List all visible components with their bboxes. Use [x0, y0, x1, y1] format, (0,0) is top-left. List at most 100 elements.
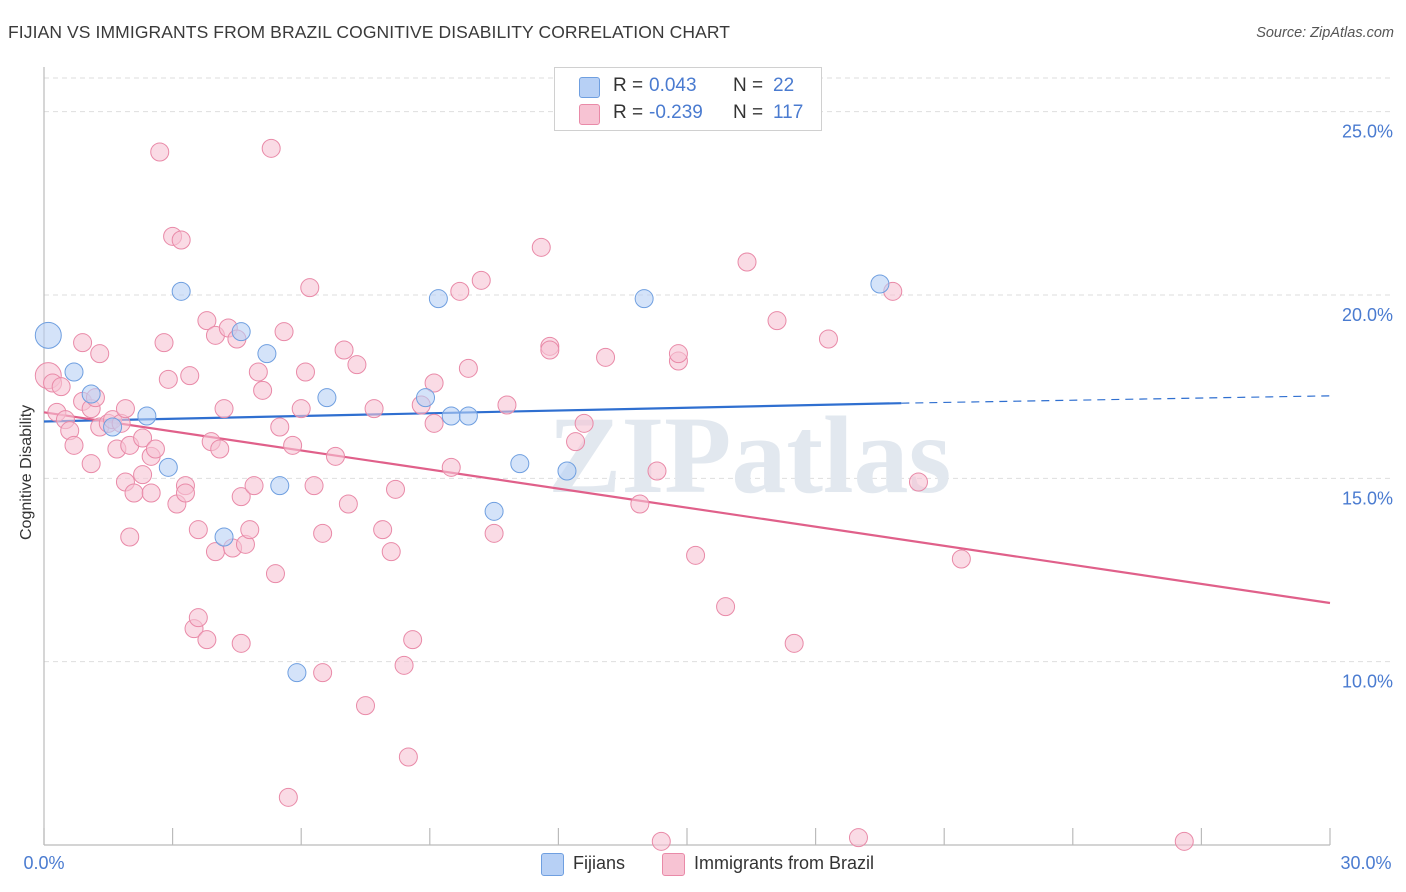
- fijians-point: [428, 289, 448, 309]
- source-label: Source: ZipAtlas.com: [1256, 25, 1394, 41]
- fijians-point: [634, 289, 654, 309]
- brazil-point: [188, 520, 208, 540]
- brazil-point: [951, 549, 971, 569]
- brazil-trend-line: [43, 411, 1331, 605]
- fijians-point: [416, 388, 436, 408]
- fijians-point: [137, 406, 157, 426]
- brazil-point: [197, 630, 217, 650]
- legend-r-value: -0.239: [649, 102, 703, 123]
- brazil-point: [767, 311, 787, 331]
- brazil-point: [325, 446, 345, 466]
- labels-layer: 10.0% 15.0% 20.0% 25.0% 0.0% 30.0%: [23, 122, 1393, 873]
- brazil-point: [784, 633, 804, 653]
- brazil-point: [278, 787, 298, 807]
- brazil-point: [484, 523, 504, 543]
- brazil-point: [497, 395, 517, 415]
- correlation-legend: R = 0.043 N = 22 R = -0.239 N = 117: [554, 67, 822, 131]
- fijians-point: [64, 362, 84, 382]
- brazil-point: [124, 483, 144, 503]
- brazil-point: [231, 633, 251, 653]
- fijians-trend-extension: [901, 395, 1331, 404]
- brazil-point: [381, 542, 401, 562]
- brazil-point: [398, 747, 418, 767]
- brazil-point: [64, 435, 84, 455]
- fijians-point: [103, 417, 123, 437]
- brazil-point: [253, 380, 273, 400]
- brazil-point: [244, 476, 264, 496]
- fijians-swatch-icon: [541, 853, 564, 876]
- brazil-point: [73, 333, 93, 353]
- fijians-swatch-icon: [579, 77, 600, 98]
- fijians-point: [317, 388, 337, 408]
- legend-r-label: R =: [613, 102, 644, 123]
- brazil-point: [295, 362, 315, 382]
- brazil-point: [347, 355, 367, 375]
- fijians-point: [270, 476, 290, 496]
- brazil-point: [394, 655, 414, 675]
- brazil-point: [158, 369, 178, 389]
- fijians-point: [484, 501, 504, 521]
- brazil-point: [716, 597, 736, 617]
- brazil-point: [231, 487, 251, 507]
- brazil-point: [51, 377, 71, 397]
- brazil-point: [154, 333, 174, 353]
- brazil-point: [90, 344, 110, 364]
- brazil-point: [300, 278, 320, 298]
- brazil-point: [364, 399, 384, 419]
- fijians-point: [441, 406, 461, 426]
- brazil-point: [261, 138, 281, 158]
- fijians-point: [257, 344, 277, 364]
- brazil-point: [471, 270, 491, 290]
- legend-n-label: N =: [733, 75, 764, 96]
- brazil-point: [283, 435, 303, 455]
- brazil-swatch-icon: [662, 853, 685, 876]
- brazil-point: [596, 347, 616, 367]
- brazil-point: [1174, 831, 1194, 851]
- brazil-point: [175, 483, 195, 503]
- chart-title: FIJIAN VS IMMIGRANTS FROM BRAZIL COGNITI…: [8, 22, 731, 42]
- brazil-point: [145, 439, 165, 459]
- brazil-point: [848, 828, 868, 848]
- brazil-point: [531, 237, 551, 257]
- brazil-point: [450, 281, 470, 301]
- brazil-point: [424, 413, 444, 433]
- brazil-point: [115, 399, 135, 419]
- y-tick-label: 15.0%: [1342, 488, 1393, 508]
- brazil-point: [210, 439, 230, 459]
- brazil-point: [334, 340, 354, 360]
- brazil-point: [818, 329, 838, 349]
- legend-label-brazil: Immigrants from Brazil: [694, 853, 875, 873]
- brazil-point: [574, 413, 594, 433]
- brazil-point: [248, 362, 268, 382]
- brazil-point: [120, 527, 140, 547]
- legend-n-label: N =: [733, 102, 764, 123]
- brazil-point: [651, 831, 671, 851]
- brazil-point: [240, 520, 260, 540]
- brazil-point: [458, 358, 478, 378]
- x-tick-label: 0.0%: [23, 853, 64, 873]
- brazil-point: [908, 472, 928, 492]
- brazil-point: [647, 461, 667, 481]
- brazil-point: [424, 373, 444, 393]
- legend-n-value: 22: [773, 75, 795, 96]
- fijians-point: [158, 457, 178, 477]
- brazil-point: [338, 494, 358, 514]
- brazil-point: [540, 340, 560, 360]
- brazil-point: [313, 663, 333, 683]
- brazil-point: [214, 399, 234, 419]
- grid-layer: [44, 77, 1392, 663]
- y-tick-label: 25.0%: [1342, 122, 1393, 142]
- fijians-point: [214, 527, 234, 547]
- brazil-point: [197, 311, 217, 331]
- brazil-point: [291, 399, 311, 419]
- brazil-point: [188, 608, 208, 628]
- brazil-point: [403, 630, 423, 650]
- brazil-point: [274, 322, 294, 342]
- brazil-point: [133, 465, 153, 485]
- watermark: ZIPatlas: [548, 394, 951, 516]
- brazil-point: [150, 142, 170, 162]
- brazil-point: [373, 520, 393, 540]
- fijians-point: [510, 454, 530, 474]
- brazil-point: [386, 479, 406, 499]
- y-tick-label: 20.0%: [1342, 305, 1393, 325]
